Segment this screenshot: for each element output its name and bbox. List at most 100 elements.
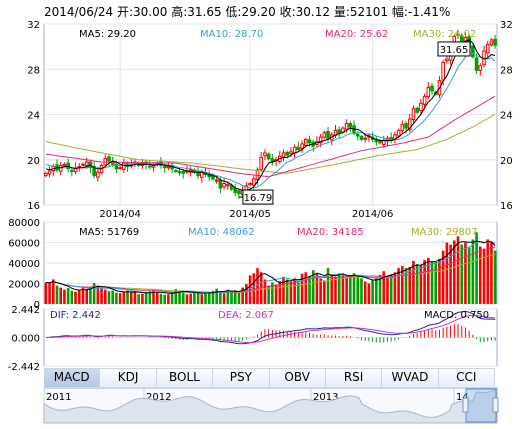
- candle-body: [322, 132, 327, 138]
- candle-body: [419, 102, 423, 112]
- macd-y-tick: 0.000: [11, 334, 40, 345]
- volume-bar: [256, 268, 259, 304]
- volume-bar: [122, 291, 126, 304]
- volume-bar: [490, 242, 493, 304]
- tab-cci[interactable]: CCI: [438, 369, 495, 387]
- volume-bar: [222, 293, 226, 304]
- tab-boll[interactable]: BOLL: [156, 369, 214, 387]
- macd-y-tick: -2.442: [8, 362, 40, 373]
- price-legend-ma30: MA30: 24.02: [413, 29, 476, 40]
- volume-bar: [326, 268, 330, 304]
- volume-bar: [170, 291, 174, 304]
- volume-bar: [226, 289, 230, 304]
- volume-bar: [55, 285, 59, 304]
- volume-bar: [341, 275, 345, 304]
- candle-body: [404, 123, 408, 129]
- candle-body: [393, 134, 397, 140]
- candle-body: [118, 167, 122, 170]
- volume-bar: [486, 239, 490, 304]
- volume-bar: [245, 284, 248, 304]
- volume-bar: [63, 289, 66, 304]
- volume-bar: [77, 290, 81, 304]
- candle-body: [296, 146, 301, 151]
- volume-bar: [345, 277, 348, 304]
- volume-bar: [204, 293, 207, 304]
- candle-body: [92, 166, 96, 177]
- volume-bar: [315, 273, 319, 304]
- candle-body: [162, 166, 167, 169]
- candle-body: [396, 129, 401, 137]
- volume-bar: [107, 291, 111, 304]
- volume-bar: [337, 273, 341, 304]
- volume-bar: [181, 291, 185, 304]
- volume-bar: [274, 284, 278, 304]
- price-legend-ma5: MA5: 29.20: [79, 29, 136, 40]
- volume-bar: [389, 274, 393, 304]
- high-annotation-box: [437, 41, 471, 57]
- volume-bar: [371, 279, 374, 304]
- volume-bar: [163, 294, 166, 304]
- candle-body: [174, 169, 178, 172]
- candle-body: [411, 108, 416, 121]
- volume-bar: [263, 279, 267, 304]
- volume-bar: [386, 277, 389, 304]
- low-annotation-label: 16.79: [244, 193, 273, 204]
- volume-bar: [363, 281, 367, 304]
- candle-body: [44, 172, 48, 177]
- volume-legend-ma10: MA10: 48062: [188, 227, 255, 238]
- volume-bar: [259, 272, 263, 304]
- candle-body: [292, 146, 297, 154]
- candle-body: [70, 169, 74, 172]
- candle-body: [281, 152, 286, 158]
- volume-bar: [478, 246, 482, 304]
- volume-bar: [118, 293, 122, 304]
- candle-body: [474, 57, 479, 71]
- volume-bar: [129, 291, 133, 304]
- tab-rsi[interactable]: RSI: [325, 369, 383, 387]
- candle-body: [478, 65, 483, 71]
- candle-body: [341, 127, 345, 133]
- candle-body: [456, 33, 460, 36]
- volume-bar: [59, 287, 63, 304]
- price-x-tick: 2014/05: [229, 209, 271, 220]
- volume-bar: [89, 286, 92, 304]
- candle-body: [489, 39, 494, 46]
- overview-year-label: 2012: [146, 392, 171, 403]
- volume-bar: [452, 240, 456, 304]
- candle-body: [485, 43, 490, 54]
- candle-body: [233, 188, 238, 194]
- volume-bar: [70, 290, 74, 304]
- candle-body: [177, 171, 182, 174]
- high-annotation-label: 31.65: [440, 45, 469, 56]
- volume-bar: [133, 292, 137, 304]
- volume-bar: [193, 291, 196, 304]
- candle-body: [415, 107, 419, 113]
- tab-kdj[interactable]: KDJ: [100, 369, 157, 387]
- volume-legend-ma20: MA20: 34185: [297, 227, 364, 238]
- macd-y-tick: 2.442: [11, 305, 40, 316]
- tab-obv[interactable]: OBV: [269, 369, 326, 387]
- tab-psy[interactable]: PSY: [213, 369, 270, 387]
- volume-bar: [230, 291, 233, 304]
- overview-right-handle[interactable]: [492, 397, 499, 413]
- macd-legend-dif: DIF: 2.442: [50, 310, 101, 321]
- volume-bar: [248, 275, 252, 304]
- candle-body: [166, 166, 171, 169]
- tab-macd[interactable]: MACD: [44, 369, 101, 387]
- candle-body: [237, 190, 241, 195]
- price-x-tick: 2014/06: [352, 209, 394, 220]
- ma30-line: [45, 113, 496, 174]
- candle-body: [355, 133, 360, 137]
- candle-body: [88, 161, 93, 169]
- price-y-tick-right: 24: [500, 111, 513, 122]
- overview-left-handle[interactable]: [462, 397, 469, 413]
- tab-wvad[interactable]: WVAD: [382, 369, 439, 387]
- volume-bar: [471, 239, 475, 304]
- volume-bar: [438, 258, 441, 304]
- overview-selection-window[interactable]: [465, 388, 497, 423]
- volume-ma10-line: [45, 241, 496, 294]
- volume-y-tick: 60000: [8, 239, 40, 250]
- candle-body: [248, 183, 252, 186]
